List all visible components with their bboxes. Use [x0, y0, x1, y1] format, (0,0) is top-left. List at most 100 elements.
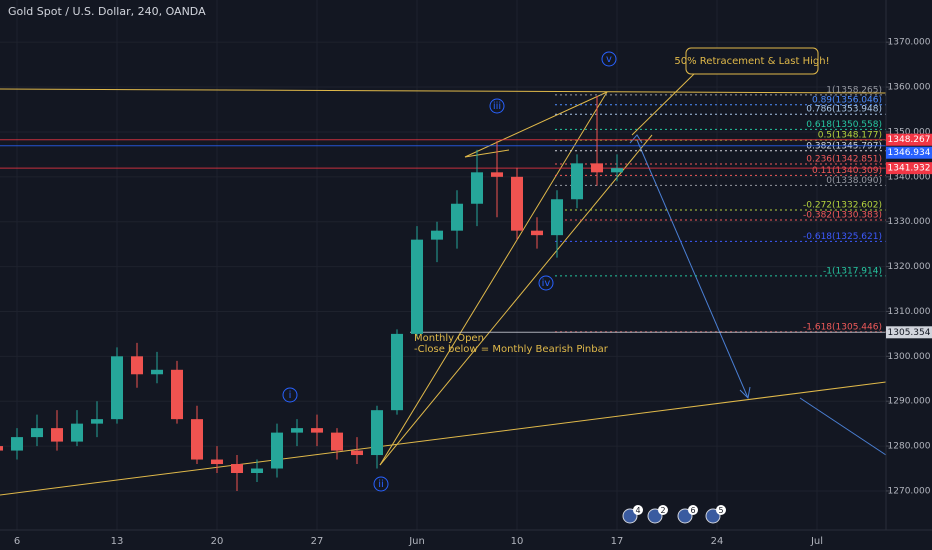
candle-body	[171, 369, 183, 420]
price-tag	[886, 326, 932, 339]
support-trendline	[0, 381, 887, 496]
event-count-bg	[688, 505, 698, 515]
fib-label: -0.618(1325.621)	[803, 232, 882, 242]
wedge-line	[379, 134, 653, 466]
candles	[0, 96, 623, 491]
projection-arrow	[636, 139, 749, 399]
candle-body	[271, 432, 283, 469]
y-tick-label: 1330.000	[888, 217, 931, 227]
fib-label: 0.236(1342.851)	[806, 155, 882, 165]
event-count-bg	[716, 505, 726, 515]
candle-body	[91, 419, 103, 424]
candle-body	[571, 163, 583, 200]
price-axis	[886, 0, 932, 550]
annotations: 50% Retracement & Last High! Monthly Ope…	[289, 54, 830, 490]
candle-body	[191, 419, 203, 460]
y-tick-label: 1300.000	[888, 352, 931, 362]
wave-label: iii	[493, 101, 501, 112]
y-tick-label: 1280.000	[888, 442, 931, 452]
candle-body	[371, 410, 383, 456]
y-tick-label: 1350.000	[888, 127, 931, 137]
y-tick-label: 1270.000	[888, 486, 931, 496]
arrow-head	[739, 386, 751, 400]
callout-text: 50% Retracement & Last High!	[674, 56, 829, 67]
callout-box	[685, 47, 819, 75]
candle-body	[311, 428, 323, 433]
axes: 1270.000 1280.000 1290.000 1300.000 1310.000…	[14, 38, 932, 547]
wave-label: iv	[542, 278, 551, 289]
candle-body	[71, 423, 83, 442]
candle-body	[211, 459, 223, 465]
candle-body	[471, 172, 483, 204]
x-tick-label: Jun	[408, 536, 425, 547]
fib-label: -0.272(1332.602)	[803, 201, 882, 211]
y-tick-label: 1340.000	[888, 172, 931, 182]
wave-circle	[489, 98, 505, 114]
candle-body	[411, 239, 423, 334]
candle-body	[391, 333, 403, 411]
y-tick-label: 1290.000	[888, 397, 931, 407]
event-flag	[677, 508, 693, 524]
projection-line	[799, 397, 887, 456]
x-tick-label: 20	[211, 536, 224, 547]
fib-label: -1(1317.914)	[823, 266, 882, 276]
x-tick-label: 24	[711, 536, 724, 547]
candle-body	[11, 437, 23, 451]
fib-label: 1(1358.265)	[826, 85, 882, 95]
event-flag	[705, 508, 721, 524]
price-tag-label: 1341.932	[888, 164, 931, 174]
candle-body	[51, 428, 63, 442]
y-tick-label: 1320.000	[888, 262, 931, 272]
x-tick-label: 10	[511, 536, 524, 547]
fib-label: 0.5(1348.177)	[818, 131, 882, 141]
wave-label: i	[289, 390, 292, 401]
candle-body	[551, 199, 563, 236]
fib-label: 0.382(1345.797)	[806, 141, 882, 151]
candle-body	[0, 446, 3, 451]
candle-body	[611, 168, 623, 173]
price-tag-label: 1305.354	[888, 328, 931, 338]
price-tag-label: 1346.934	[888, 148, 931, 158]
drawings	[0, 47, 887, 496]
note: Monthly Open	[414, 333, 484, 344]
candle-body	[291, 428, 303, 433]
grid	[0, 0, 886, 530]
candle-body	[31, 428, 43, 438]
x-tick-label: Jul	[810, 536, 823, 547]
candle-body	[151, 369, 163, 375]
y-tick-label: 1360.000	[888, 83, 931, 93]
fib-label: 0.786(1353.948)	[806, 105, 882, 115]
fib-label: 0(1338.090)	[826, 176, 882, 186]
candle-body	[511, 176, 523, 231]
candle-body	[491, 172, 503, 177]
fib-label: 0.89(1356.046)	[812, 95, 882, 105]
event-count-bg	[658, 505, 668, 515]
event-count: 6	[690, 506, 695, 515]
fib-levels: 1(1358.265)0.89(1356.046)0.786(1353.948)…	[0, 85, 886, 333]
price-tag	[886, 146, 932, 159]
candle-body	[531, 230, 543, 236]
fib-label: -1.618(1305.446)	[803, 322, 882, 332]
event-flag	[622, 508, 638, 524]
wave-label: v	[606, 54, 612, 65]
wave-label: ii	[378, 479, 384, 490]
candle-body	[431, 230, 443, 240]
candle-body	[351, 450, 363, 456]
note: -Close below = Monthly Bearish Pinbar	[414, 344, 609, 355]
candle-body	[451, 203, 463, 231]
event-count: 2	[660, 506, 665, 515]
price-tag	[886, 162, 932, 175]
fib-label: 0.618(1350.558)	[806, 120, 882, 130]
x-tick-label: 13	[111, 536, 124, 547]
wave-circle	[538, 275, 554, 291]
x-tick-label: 6	[14, 536, 20, 547]
fib-label: -0.382(1330.383)	[803, 210, 882, 220]
fib-label: 0.11(1340.309)	[812, 166, 882, 176]
y-tick-label: 1370.000	[888, 38, 931, 48]
wave-circle	[601, 51, 617, 67]
wave-circle	[373, 476, 389, 492]
callout-pointer	[631, 73, 695, 136]
wedge-line	[464, 149, 510, 158]
